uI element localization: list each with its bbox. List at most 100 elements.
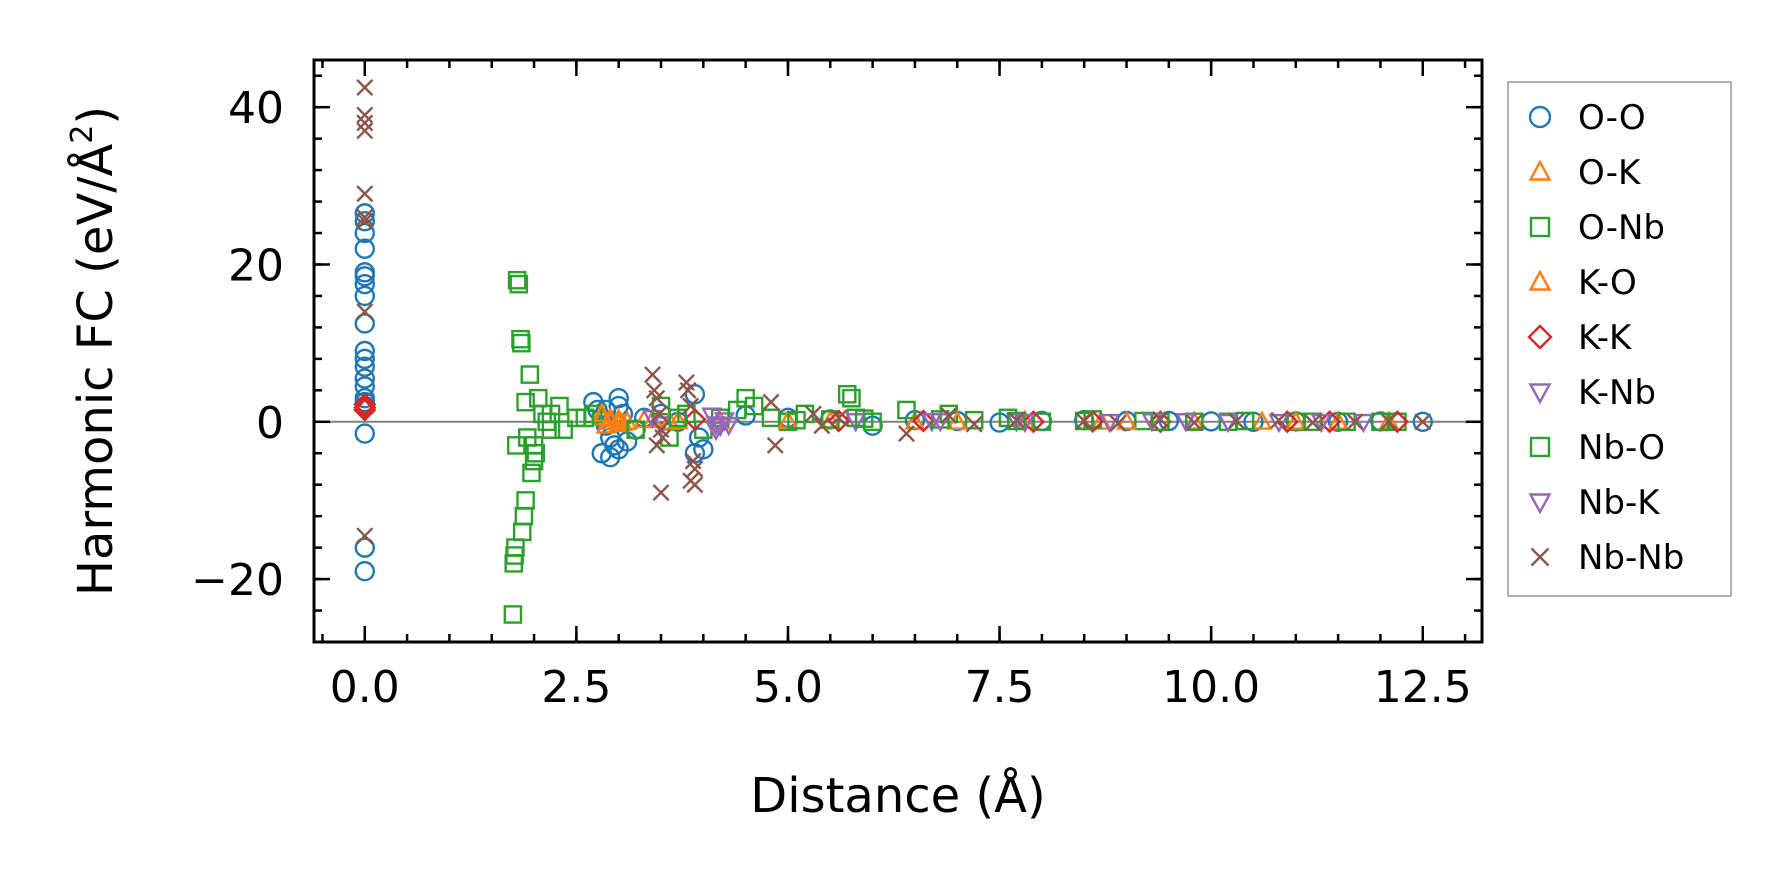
data-point <box>503 605 523 624</box>
data-point <box>1310 413 1332 434</box>
data-point <box>766 436 784 454</box>
data-point <box>854 409 874 428</box>
data-point <box>354 423 375 444</box>
data-point <box>654 429 672 447</box>
data-point <box>354 285 375 307</box>
data-point <box>520 365 540 384</box>
data-point <box>1304 414 1322 432</box>
data-point <box>668 408 688 428</box>
legend-marker-o-k <box>1528 159 1552 181</box>
data-point <box>522 463 541 483</box>
data-point <box>511 329 530 349</box>
data-point <box>356 527 374 545</box>
x-tick-label: 0.0 <box>330 662 400 713</box>
data-point <box>356 106 374 124</box>
data-point <box>1151 410 1169 428</box>
legend-marker-k-nb <box>1528 383 1552 405</box>
legend-label-nb-k: Nb-K <box>1578 483 1661 523</box>
data-point <box>641 409 664 430</box>
data-point <box>554 420 573 439</box>
y-axis-label-close: ) <box>68 106 124 125</box>
data-point <box>524 436 544 455</box>
data-point <box>718 416 740 437</box>
data-point <box>354 368 375 389</box>
legend-frame <box>1507 81 1732 597</box>
data-point <box>516 491 535 510</box>
data-point <box>1303 412 1323 432</box>
data-point <box>354 211 375 232</box>
x-axis-label: Distance (Å) <box>750 767 1045 824</box>
axis-ticks: 0.0 2.5 5.0 7.5 10.0 12.5 −20 0 20 40 <box>191 60 1482 713</box>
legend-label-o-nb: O-Nb <box>1578 208 1665 248</box>
legend-label-k-k: K-K <box>1578 318 1633 358</box>
data-point <box>965 415 983 433</box>
data-point <box>1099 413 1121 434</box>
data-point <box>354 238 375 259</box>
data-point <box>911 409 935 433</box>
data-point <box>1074 411 1094 431</box>
data-point <box>507 270 527 290</box>
data-point <box>354 266 375 287</box>
series-nb-k <box>701 407 1332 442</box>
data-point <box>516 392 535 412</box>
data-point <box>354 356 375 377</box>
data-point <box>686 460 704 478</box>
data-point <box>1217 413 1239 434</box>
data-point <box>356 208 374 226</box>
data-point <box>1075 412 1093 430</box>
legend-label-k-o: K-O <box>1578 263 1637 303</box>
data-point <box>842 388 861 408</box>
data-point <box>1007 411 1026 431</box>
data-point <box>964 410 984 430</box>
data-point <box>599 407 621 427</box>
data-point <box>512 522 532 542</box>
data-point <box>648 436 666 454</box>
y-tick-label: 20 <box>228 240 284 291</box>
data-point <box>1148 410 1172 434</box>
data-point <box>356 185 374 203</box>
legend: O-O O-K O-Nb K-O K-K K-Nb Nb-O Nb-K Nb-Nb <box>1507 81 1732 597</box>
data-point <box>904 410 926 430</box>
data-point <box>897 425 915 443</box>
data-point <box>1380 412 1398 430</box>
data-point <box>929 413 951 433</box>
data-point <box>804 405 822 423</box>
data-point <box>512 333 531 353</box>
x-tick-label: 7.5 <box>965 662 1035 713</box>
data-point <box>1346 413 1364 431</box>
legend-marker-o-nb <box>1529 216 1551 238</box>
data-point <box>591 402 613 422</box>
legend-marker-o-o <box>1528 105 1552 129</box>
legend-label-nb-o: Nb-O <box>1578 428 1665 468</box>
data-point <box>648 389 666 407</box>
data-point <box>1414 413 1432 431</box>
data-point <box>652 484 670 502</box>
x-tick-label: 5.0 <box>753 662 823 713</box>
data-point <box>827 409 851 433</box>
data-point <box>353 396 377 420</box>
data-point <box>1175 413 1197 433</box>
data-point <box>813 417 831 435</box>
series-nb-nb <box>356 79 1432 545</box>
data-point <box>354 340 375 362</box>
data-point <box>1318 410 1342 434</box>
y-axis-label-superscript: 2 <box>65 125 100 144</box>
data-point <box>1251 410 1273 430</box>
plot-frame <box>312 58 1484 644</box>
data-point <box>354 222 375 244</box>
series-nb-o <box>516 392 1390 455</box>
data-point <box>514 506 534 526</box>
data-point <box>1109 414 1127 432</box>
data-point <box>837 384 857 404</box>
y-axis-label: Harmonic FC (eV/Å2) <box>65 106 124 596</box>
plot-data-layer <box>314 79 1482 624</box>
data-point <box>1285 410 1307 430</box>
data-point <box>356 114 374 132</box>
data-point <box>575 408 595 428</box>
data-point <box>626 420 645 439</box>
data-point <box>354 313 375 334</box>
data-point <box>705 421 727 442</box>
data-point <box>356 122 374 140</box>
